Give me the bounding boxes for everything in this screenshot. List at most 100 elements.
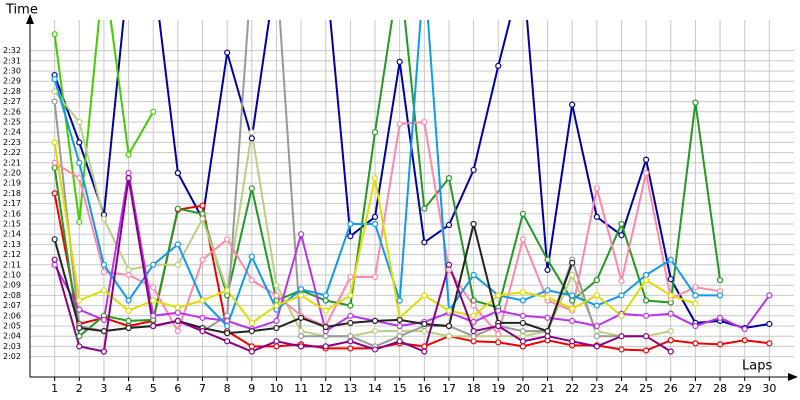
y-tick-label: 2:18 xyxy=(3,189,21,198)
data-point xyxy=(174,261,181,268)
data-point xyxy=(51,256,58,263)
data-point xyxy=(569,338,576,345)
data-point xyxy=(593,322,600,330)
data-point xyxy=(100,316,108,323)
y-tick-label: 2:12 xyxy=(3,250,21,259)
data-point xyxy=(125,266,132,273)
data-point xyxy=(396,297,403,304)
data-point xyxy=(470,312,477,319)
data-point xyxy=(248,185,255,192)
y-tick-label: 2:31 xyxy=(3,56,21,65)
data-point xyxy=(297,314,305,321)
x-tick-label: 18 xyxy=(467,382,481,395)
data-point xyxy=(470,338,477,345)
x-arrow xyxy=(788,373,798,381)
x-tick-label: 25 xyxy=(639,382,653,395)
data-point xyxy=(396,322,403,330)
y-tick-label: 2:13 xyxy=(3,240,21,249)
series-line xyxy=(53,172,771,333)
data-point xyxy=(347,233,354,240)
data-point xyxy=(174,304,181,311)
data-point xyxy=(371,220,379,228)
x-tick-label: 21 xyxy=(541,382,555,395)
data-point xyxy=(495,322,502,330)
data-point xyxy=(445,261,453,268)
data-point xyxy=(76,175,83,182)
data-point xyxy=(618,278,625,285)
data-point xyxy=(125,297,132,304)
data-point xyxy=(396,333,403,340)
data-point xyxy=(297,333,305,340)
data-point xyxy=(199,202,206,209)
y-tick-label: 2:23 xyxy=(3,138,21,147)
data-point xyxy=(51,31,58,38)
y-axis-title: Time xyxy=(5,3,38,18)
data-point xyxy=(322,292,329,299)
y-tick-label: 2:10 xyxy=(3,271,21,280)
data-point xyxy=(76,159,83,166)
data-point xyxy=(593,333,600,340)
data-point xyxy=(76,306,83,313)
y-tick-label: 2:07 xyxy=(3,301,21,310)
data-point xyxy=(569,259,576,266)
data-point xyxy=(445,266,453,273)
data-point xyxy=(519,333,527,340)
data-point xyxy=(224,338,231,345)
series-line xyxy=(53,20,721,328)
data-point xyxy=(297,328,305,335)
data-point xyxy=(371,346,379,353)
y-tick-label: 2:14 xyxy=(3,230,21,239)
data-point xyxy=(371,175,379,182)
data-point xyxy=(174,328,181,335)
x-tick-label: 14 xyxy=(368,382,382,395)
data-point xyxy=(667,337,674,344)
data-point xyxy=(347,333,354,340)
y-tick-label: 2:04 xyxy=(3,332,21,341)
data-point xyxy=(692,292,699,299)
data-point xyxy=(716,341,724,348)
data-point xyxy=(199,210,206,217)
data-point xyxy=(174,169,181,177)
data-point xyxy=(692,322,699,330)
data-point xyxy=(643,277,650,284)
data-point xyxy=(347,319,354,327)
data-point xyxy=(150,312,157,319)
data-point xyxy=(248,343,255,350)
x-tick-label: 30 xyxy=(762,382,776,395)
data-point xyxy=(76,343,83,350)
data-point xyxy=(618,346,625,353)
data-point xyxy=(125,317,132,324)
data-point xyxy=(174,241,181,248)
data-point xyxy=(125,324,132,332)
data-point xyxy=(741,325,748,333)
x-tick-label: 12 xyxy=(319,382,333,395)
data-point xyxy=(716,277,724,284)
data-point xyxy=(347,312,354,319)
x-tick-label: 10 xyxy=(269,382,283,395)
y-tick-label: 2:21 xyxy=(3,158,21,167)
data-point xyxy=(667,292,674,299)
data-point xyxy=(51,190,58,197)
x-tick-label: 28 xyxy=(713,382,727,395)
data-point xyxy=(100,348,108,355)
data-point xyxy=(150,261,157,268)
data-point xyxy=(519,210,527,217)
x-tick-label: 27 xyxy=(688,382,702,395)
data-point xyxy=(322,307,329,314)
y-tick-label: 2:32 xyxy=(3,46,21,55)
y-tick-label: 2:29 xyxy=(3,77,21,86)
data-point xyxy=(618,333,625,340)
data-point xyxy=(569,101,576,108)
data-point xyxy=(199,256,206,263)
data-point xyxy=(396,58,403,65)
data-point xyxy=(421,292,428,299)
data-point xyxy=(716,292,724,299)
data-point xyxy=(347,302,354,309)
data-point xyxy=(445,221,453,229)
data-point xyxy=(371,328,379,335)
data-point xyxy=(273,297,280,304)
y-tick-label: 2:05 xyxy=(3,322,21,331)
data-point xyxy=(125,175,132,182)
x-tick-label: 9 xyxy=(248,382,255,395)
data-point xyxy=(347,345,354,352)
